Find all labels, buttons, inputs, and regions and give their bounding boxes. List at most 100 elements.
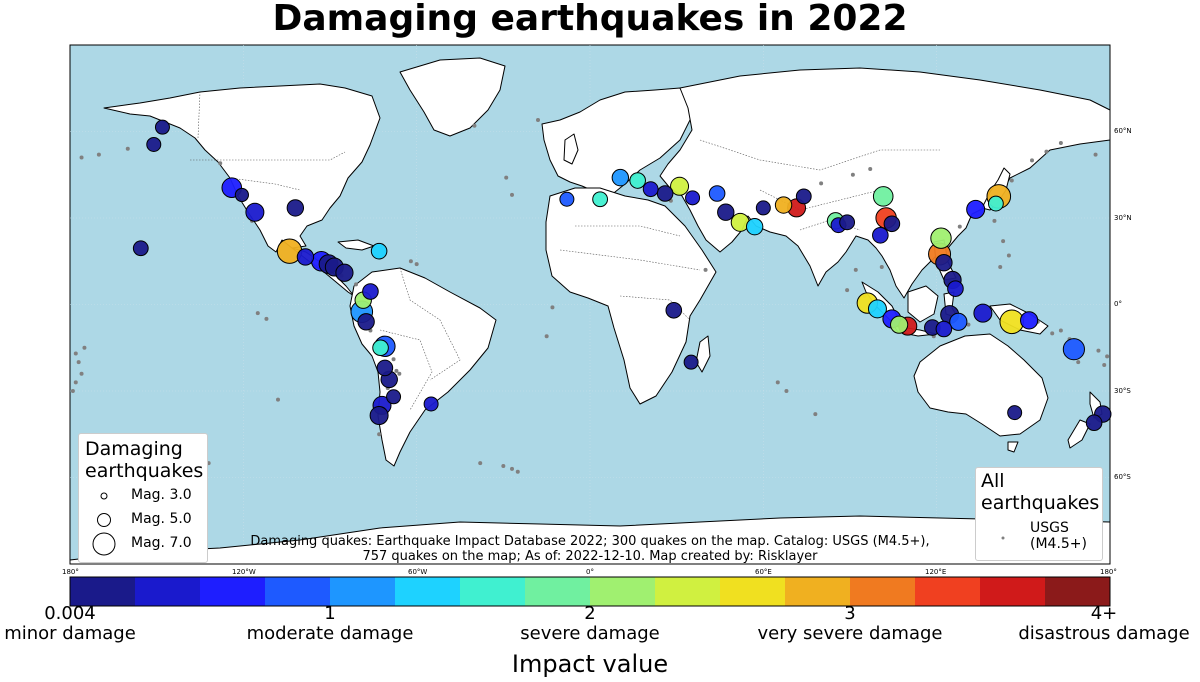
damaging-quake-marker bbox=[1020, 311, 1039, 330]
damaging-quake-marker bbox=[935, 320, 953, 338]
lon-tick-120w: 120°W bbox=[232, 568, 256, 576]
damaging-quake-marker bbox=[357, 313, 375, 331]
damaging-quake-marker bbox=[949, 312, 968, 331]
usgs-quake-point bbox=[79, 371, 84, 376]
cuba bbox=[337, 239, 375, 251]
europe bbox=[541, 87, 696, 197]
usgs-quake-point bbox=[264, 316, 269, 321]
usgs-quake-point bbox=[1030, 158, 1034, 163]
usgs-quake-point bbox=[79, 155, 84, 160]
tasmania bbox=[1007, 441, 1019, 453]
lat-tick-30n: 30°N bbox=[1114, 214, 1132, 222]
usgs-quake-point bbox=[550, 305, 555, 310]
damaging-quakes-layer bbox=[132, 119, 1112, 432]
colorbar-segment bbox=[265, 577, 331, 606]
usgs-quake-point bbox=[813, 412, 818, 417]
lon-tick-60e: 60°E bbox=[755, 568, 772, 576]
lon-tick-60w: 60°W bbox=[408, 568, 428, 576]
usgs-quake-point bbox=[504, 175, 509, 180]
damaging-quake-marker bbox=[987, 195, 1004, 212]
usgs-quake-point bbox=[845, 288, 850, 293]
damaging-quake-marker bbox=[755, 200, 771, 216]
damaging-quake-marker bbox=[372, 339, 389, 357]
damaging-quake-marker bbox=[376, 359, 394, 377]
colorbar-tick-0: 0.004 minor damage bbox=[4, 603, 136, 644]
usgs-quake-point bbox=[96, 152, 101, 157]
legend-damaging-title-1: Damaging bbox=[85, 438, 183, 460]
colorbar-segment bbox=[915, 577, 981, 606]
usgs-quake-point bbox=[1093, 152, 1098, 157]
damaging-quake-marker bbox=[611, 168, 630, 187]
usgs-quake-point bbox=[394, 368, 399, 373]
damaging-quake-marker bbox=[774, 196, 793, 214]
damaging-quake-marker bbox=[708, 185, 726, 202]
damaging-quake-marker bbox=[872, 227, 889, 244]
colorbar bbox=[70, 577, 1111, 606]
damaging-quake-marker bbox=[132, 240, 149, 257]
colorbar-segment bbox=[720, 577, 786, 606]
damaging-quake-marker bbox=[335, 263, 354, 282]
damaging-quake-marker bbox=[717, 203, 735, 221]
damaging-quake-marker bbox=[286, 199, 305, 217]
legend-usgs-label-2: (M4.5+) bbox=[1030, 536, 1087, 552]
colorbar-segment bbox=[135, 577, 201, 606]
colorbar-title: Impact value bbox=[511, 650, 669, 678]
damaging-quake-marker bbox=[1007, 405, 1023, 421]
damaging-quake-marker bbox=[872, 186, 894, 207]
colorbar-segment bbox=[655, 577, 721, 606]
usgs-quake-point bbox=[510, 466, 514, 471]
damaging-quake-marker bbox=[369, 406, 389, 426]
usgs-quake-point bbox=[1102, 363, 1107, 368]
usgs-quake-point bbox=[73, 380, 78, 385]
damaging-quake-marker bbox=[867, 299, 887, 319]
usgs-quakes-layer bbox=[70, 117, 1110, 474]
map-credits: Damaging quakes: Earthquake Impact Datab… bbox=[200, 534, 980, 564]
colorbar-segment bbox=[850, 577, 916, 606]
legend-all-earthquakes: All earthquakes USGS (M4.5+) bbox=[975, 467, 1103, 561]
legend-usgs-label-1: USGS bbox=[1030, 520, 1069, 536]
colorbar-tick-1: 1 moderate damage bbox=[246, 603, 414, 644]
damaging-quake-marker bbox=[685, 190, 701, 206]
usgs-quake-point bbox=[992, 218, 997, 223]
greenland bbox=[399, 57, 506, 137]
usgs-quake-point bbox=[1009, 178, 1014, 183]
usgs-quake-point bbox=[1044, 149, 1049, 154]
colorbar-tick-4: 4+ disastrous damage bbox=[1018, 603, 1190, 644]
usgs-quake-point bbox=[1006, 253, 1011, 258]
usgs-quake-point bbox=[515, 469, 520, 474]
usgs-quake-point bbox=[73, 351, 78, 356]
usgs-quake-point bbox=[1058, 328, 1063, 333]
colorbar-segment bbox=[785, 577, 851, 606]
damaging-quake-marker bbox=[296, 248, 315, 266]
damaging-quake-marker bbox=[642, 181, 659, 198]
legend-all-title-2: earthquakes bbox=[981, 492, 1100, 514]
damaging-quake-marker bbox=[839, 214, 856, 231]
legend-circle-mag7 bbox=[92, 532, 116, 556]
colorbar-segment bbox=[200, 577, 266, 606]
usgs-quake-point bbox=[501, 463, 506, 468]
damaging-quake-marker bbox=[154, 119, 170, 135]
usgs-quake-point bbox=[544, 334, 549, 339]
credits-line-2: 757 quakes on the map; As of: 2022-12-10… bbox=[362, 549, 818, 564]
legend-damaging-title-2: earthquakes bbox=[85, 460, 204, 482]
north-america bbox=[103, 83, 381, 253]
credits-line-1: Damaging quakes: Earthquake Impact Datab… bbox=[250, 534, 930, 549]
legend-circle-mag5 bbox=[97, 513, 111, 527]
usgs-quake-point bbox=[1001, 239, 1006, 244]
damaging-quake-marker bbox=[1085, 414, 1103, 432]
colorbar-segment bbox=[330, 577, 396, 606]
usgs-quake-point bbox=[957, 224, 962, 229]
colorbar-segment bbox=[395, 577, 461, 606]
colorbar-tick-2: 2 severe damage bbox=[520, 603, 660, 644]
colorbar-segment bbox=[525, 577, 591, 606]
lat-tick-60s: 60°S bbox=[1114, 473, 1131, 481]
damaging-quake-marker bbox=[683, 354, 699, 370]
damaging-quake-marker bbox=[745, 217, 764, 236]
damaging-quake-marker bbox=[629, 172, 646, 189]
usgs-quake-point bbox=[125, 146, 130, 151]
usgs-quake-point bbox=[536, 117, 540, 122]
usgs-quake-point bbox=[414, 262, 419, 267]
usgs-quake-point bbox=[255, 311, 260, 316]
damaging-quake-marker bbox=[999, 309, 1025, 335]
